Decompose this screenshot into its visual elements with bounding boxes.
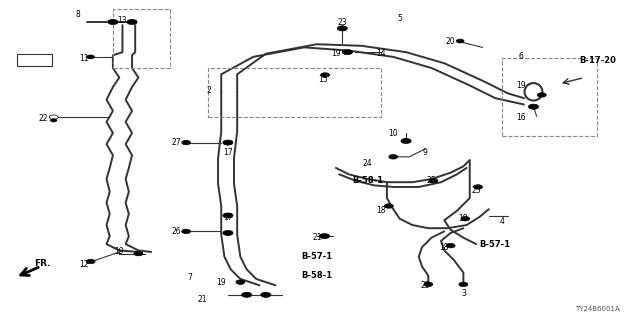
Circle shape bbox=[319, 234, 330, 239]
Circle shape bbox=[446, 244, 455, 248]
Text: B-58-1: B-58-1 bbox=[301, 271, 332, 280]
Text: TY24B6001A: TY24B6001A bbox=[575, 306, 620, 312]
Circle shape bbox=[474, 185, 483, 189]
Text: 3: 3 bbox=[461, 289, 466, 298]
Circle shape bbox=[461, 216, 470, 221]
Circle shape bbox=[236, 280, 245, 284]
Circle shape bbox=[321, 73, 330, 77]
Text: 27: 27 bbox=[172, 138, 181, 147]
Text: B-17-20: B-17-20 bbox=[579, 56, 616, 65]
Circle shape bbox=[342, 50, 353, 55]
Circle shape bbox=[87, 55, 95, 59]
Bar bbox=[17, 54, 52, 67]
Circle shape bbox=[529, 104, 539, 109]
Text: 19: 19 bbox=[516, 81, 525, 90]
Text: 5: 5 bbox=[397, 14, 402, 23]
Text: 10: 10 bbox=[388, 129, 398, 138]
Text: 19: 19 bbox=[331, 49, 340, 58]
Circle shape bbox=[456, 39, 464, 43]
Circle shape bbox=[538, 93, 546, 97]
Text: 2: 2 bbox=[206, 86, 211, 95]
Circle shape bbox=[223, 230, 233, 236]
Circle shape bbox=[127, 20, 137, 25]
Circle shape bbox=[424, 282, 433, 287]
Circle shape bbox=[86, 259, 95, 264]
Ellipse shape bbox=[525, 83, 542, 100]
Text: 21: 21 bbox=[197, 295, 207, 304]
Text: 11: 11 bbox=[79, 54, 89, 63]
Circle shape bbox=[385, 204, 394, 208]
Text: 1: 1 bbox=[24, 54, 29, 63]
Text: 12: 12 bbox=[79, 260, 89, 269]
Text: 21: 21 bbox=[312, 233, 321, 242]
Text: 26: 26 bbox=[172, 227, 181, 236]
Circle shape bbox=[51, 119, 57, 122]
Circle shape bbox=[182, 140, 191, 145]
Text: 25: 25 bbox=[420, 281, 430, 290]
Text: 25: 25 bbox=[427, 176, 436, 185]
Text: FR.: FR. bbox=[35, 259, 51, 268]
Text: B-57-1: B-57-1 bbox=[479, 240, 511, 249]
Circle shape bbox=[429, 178, 438, 183]
Text: 24: 24 bbox=[363, 159, 372, 168]
Text: 23: 23 bbox=[337, 18, 347, 27]
Text: 25: 25 bbox=[471, 186, 481, 195]
Text: B-58-1: B-58-1 bbox=[352, 176, 383, 185]
Circle shape bbox=[242, 292, 252, 297]
Text: 6: 6 bbox=[518, 52, 523, 61]
Text: 17: 17 bbox=[223, 148, 232, 156]
Circle shape bbox=[260, 292, 271, 297]
Circle shape bbox=[49, 115, 58, 119]
Text: 14: 14 bbox=[376, 49, 385, 58]
Text: 18: 18 bbox=[459, 214, 468, 223]
Circle shape bbox=[389, 155, 397, 159]
Circle shape bbox=[108, 20, 118, 25]
Circle shape bbox=[134, 252, 143, 256]
Text: 4: 4 bbox=[499, 217, 504, 226]
Circle shape bbox=[337, 26, 348, 31]
Text: 17: 17 bbox=[223, 212, 232, 222]
Text: 20: 20 bbox=[446, 36, 456, 45]
Circle shape bbox=[223, 140, 233, 145]
Text: 9: 9 bbox=[422, 148, 428, 156]
Text: 7: 7 bbox=[187, 273, 192, 282]
Circle shape bbox=[223, 213, 233, 218]
Text: 22: 22 bbox=[38, 114, 47, 123]
Text: 13: 13 bbox=[118, 16, 127, 25]
Circle shape bbox=[401, 139, 411, 143]
Text: 18: 18 bbox=[376, 206, 385, 215]
Text: 19: 19 bbox=[115, 247, 124, 257]
Text: B-57-1: B-57-1 bbox=[301, 252, 332, 261]
Circle shape bbox=[182, 229, 191, 234]
Text: 8: 8 bbox=[76, 10, 80, 19]
Text: 16: 16 bbox=[516, 113, 525, 122]
Circle shape bbox=[459, 282, 468, 287]
Text: 18: 18 bbox=[440, 243, 449, 252]
Text: 15: 15 bbox=[318, 75, 328, 84]
Text: 19: 19 bbox=[216, 278, 226, 287]
